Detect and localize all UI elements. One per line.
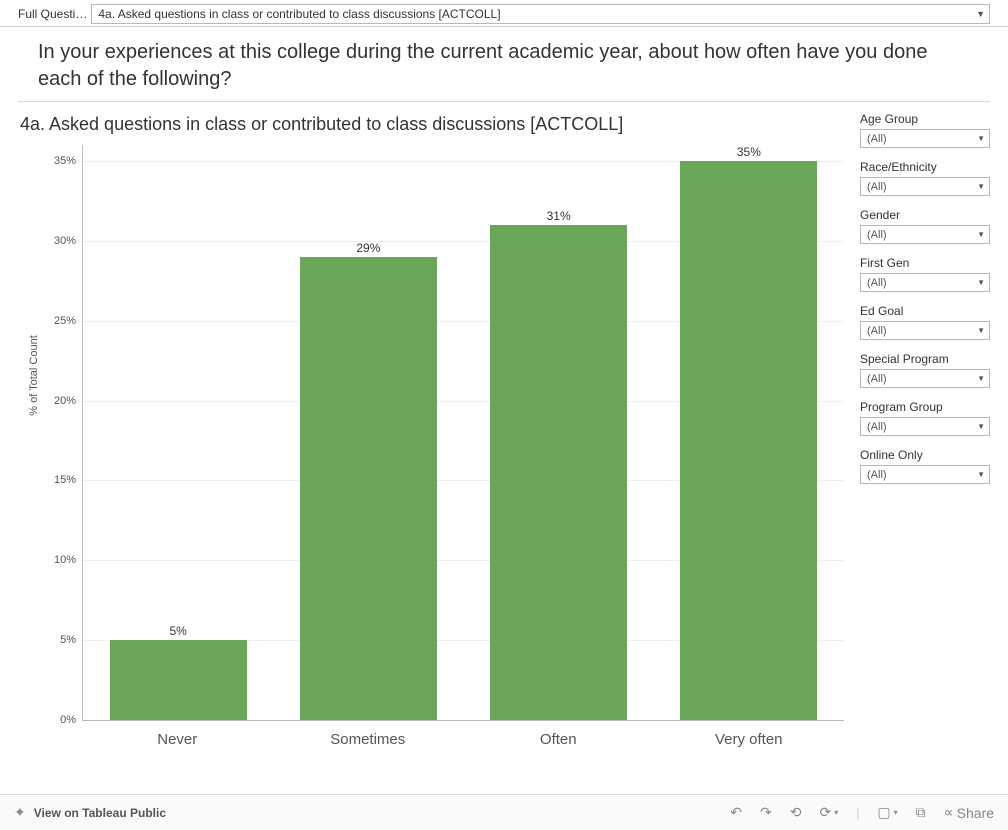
filter-label: Program Group xyxy=(860,400,990,414)
top-filter-label: Full Questi… xyxy=(18,7,87,21)
filters-sidebar: Age Group(All)▼Race/Ethnicity(All)▼Gende… xyxy=(850,110,990,755)
tableau-icon: ✦ xyxy=(14,804,26,821)
filter-group: Race/Ethnicity (All) ▼ xyxy=(860,160,990,196)
chevron-down-icon: ▼ xyxy=(977,230,985,239)
footer-right: ↶ ↷ ⟲ ⟳▾ | ▢▾ ⧉ ∝ Share xyxy=(730,804,994,821)
y-tick-label: 10% xyxy=(46,554,76,566)
filter-dropdown[interactable]: (All) ▼ xyxy=(860,321,990,340)
filter-dropdown[interactable]: (All) ▼ xyxy=(860,225,990,244)
chart-title: 4a. Asked questions in class or contribu… xyxy=(18,110,850,145)
filter-group: First Gen (All) ▼ xyxy=(860,256,990,292)
bar[interactable] xyxy=(680,161,817,720)
filter-label: Gender xyxy=(860,208,990,222)
filter-value: (All) xyxy=(867,181,887,193)
fullscreen-icon[interactable]: ⧉ xyxy=(916,804,926,821)
chevron-down-icon: ▼ xyxy=(977,326,985,335)
x-tick-label: Sometimes xyxy=(273,725,464,755)
x-tick-label: Never xyxy=(82,725,273,755)
filter-dropdown[interactable]: (All) ▼ xyxy=(860,273,990,292)
y-tick-label: 25% xyxy=(46,315,76,327)
question-dropdown[interactable]: 4a. Asked questions in class or contribu… xyxy=(91,4,990,24)
x-axis-labels: NeverSometimesOftenVery often xyxy=(82,725,844,755)
filter-dropdown[interactable]: (All) ▼ xyxy=(860,417,990,436)
bar-value-label: 31% xyxy=(547,209,571,223)
filter-label: Age Group xyxy=(860,112,990,126)
y-tick-label: 30% xyxy=(46,235,76,247)
bar[interactable] xyxy=(300,257,437,720)
filter-label: First Gen xyxy=(860,256,990,270)
intro-text: In your experiences at this college duri… xyxy=(18,27,990,102)
filter-value: (All) xyxy=(867,421,887,433)
bar[interactable] xyxy=(110,640,247,720)
filter-group: Program Group (All) ▼ xyxy=(860,400,990,436)
chevron-down-icon: ▼ xyxy=(977,374,985,383)
chevron-down-icon: ▼ xyxy=(977,182,985,191)
bar-value-label: 29% xyxy=(356,241,380,255)
chevron-down-icon: ▼ xyxy=(977,134,985,143)
filter-dropdown[interactable]: (All) ▼ xyxy=(860,369,990,388)
filter-value: (All) xyxy=(867,373,887,385)
chevron-down-icon: ▼ xyxy=(977,278,985,287)
top-filter-bar: Full Questi… 4a. Asked questions in clas… xyxy=(0,0,1008,27)
y-tick-label: 5% xyxy=(46,634,76,646)
bar[interactable] xyxy=(490,225,627,720)
chart-panel: 4a. Asked questions in class or contribu… xyxy=(18,110,850,755)
revert-icon[interactable]: ⟲ xyxy=(790,804,802,821)
filter-dropdown[interactable]: (All) ▼ xyxy=(860,177,990,196)
x-tick-label: Often xyxy=(463,725,654,755)
footer-left[interactable]: ✦ View on Tableau Public xyxy=(14,804,166,821)
bar-value-label: 35% xyxy=(737,145,761,159)
chart-wrap: % of Total Count 0%5%10%15%20%25%30%35% … xyxy=(46,145,850,755)
filter-label: Online Only xyxy=(860,448,990,462)
footer-toolbar: ✦ View on Tableau Public ↶ ↷ ⟲ ⟳▾ | ▢▾ ⧉… xyxy=(0,794,1008,830)
filter-group: Age Group (All) ▼ xyxy=(860,112,990,148)
filter-value: (All) xyxy=(867,133,887,145)
bar-slot: 29% xyxy=(273,145,463,720)
undo-icon[interactable]: ↶ xyxy=(730,804,742,821)
y-tick-label: 35% xyxy=(46,155,76,167)
bar-value-label: 5% xyxy=(169,624,186,638)
y-tick-label: 15% xyxy=(46,474,76,486)
chevron-down-icon: ▼ xyxy=(977,422,985,431)
share-button[interactable]: ∝ Share xyxy=(944,804,994,821)
filter-value: (All) xyxy=(867,469,887,481)
plot-area: 5% 29% 31% 35% xyxy=(82,145,844,721)
filter-value: (All) xyxy=(867,229,887,241)
redo-icon[interactable]: ↷ xyxy=(760,804,772,821)
bars-container: 5% 29% 31% 35% xyxy=(83,145,844,720)
view-on-public-link[interactable]: View on Tableau Public xyxy=(34,806,166,820)
chevron-down-icon: ▼ xyxy=(977,470,985,479)
y-axis-title: % of Total Count xyxy=(28,335,40,416)
x-tick-label: Very often xyxy=(654,725,845,755)
filter-label: Ed Goal xyxy=(860,304,990,318)
bar-slot: 35% xyxy=(654,145,844,720)
device-icon[interactable]: ▢▾ xyxy=(877,804,897,821)
y-tick-label: 20% xyxy=(46,395,76,407)
filter-value: (All) xyxy=(867,325,887,337)
content-area: 4a. Asked questions in class or contribu… xyxy=(0,102,1008,755)
filter-group: Gender (All) ▼ xyxy=(860,208,990,244)
filter-value: (All) xyxy=(867,277,887,289)
filter-label: Race/Ethnicity xyxy=(860,160,990,174)
separator: | xyxy=(856,806,859,820)
chevron-down-icon: ▼ xyxy=(976,9,985,19)
filter-group: Online Only (All) ▼ xyxy=(860,448,990,484)
filter-dropdown[interactable]: (All) ▼ xyxy=(860,129,990,148)
filter-group: Ed Goal (All) ▼ xyxy=(860,304,990,340)
bar-slot: 31% xyxy=(464,145,654,720)
filter-dropdown[interactable]: (All) ▼ xyxy=(860,465,990,484)
refresh-icon[interactable]: ⟳▾ xyxy=(820,804,839,821)
bar-slot: 5% xyxy=(83,145,273,720)
y-tick-label: 0% xyxy=(46,714,76,726)
filter-label: Special Program xyxy=(860,352,990,366)
question-dropdown-value: 4a. Asked questions in class or contribu… xyxy=(98,7,500,21)
filter-group: Special Program (All) ▼ xyxy=(860,352,990,388)
